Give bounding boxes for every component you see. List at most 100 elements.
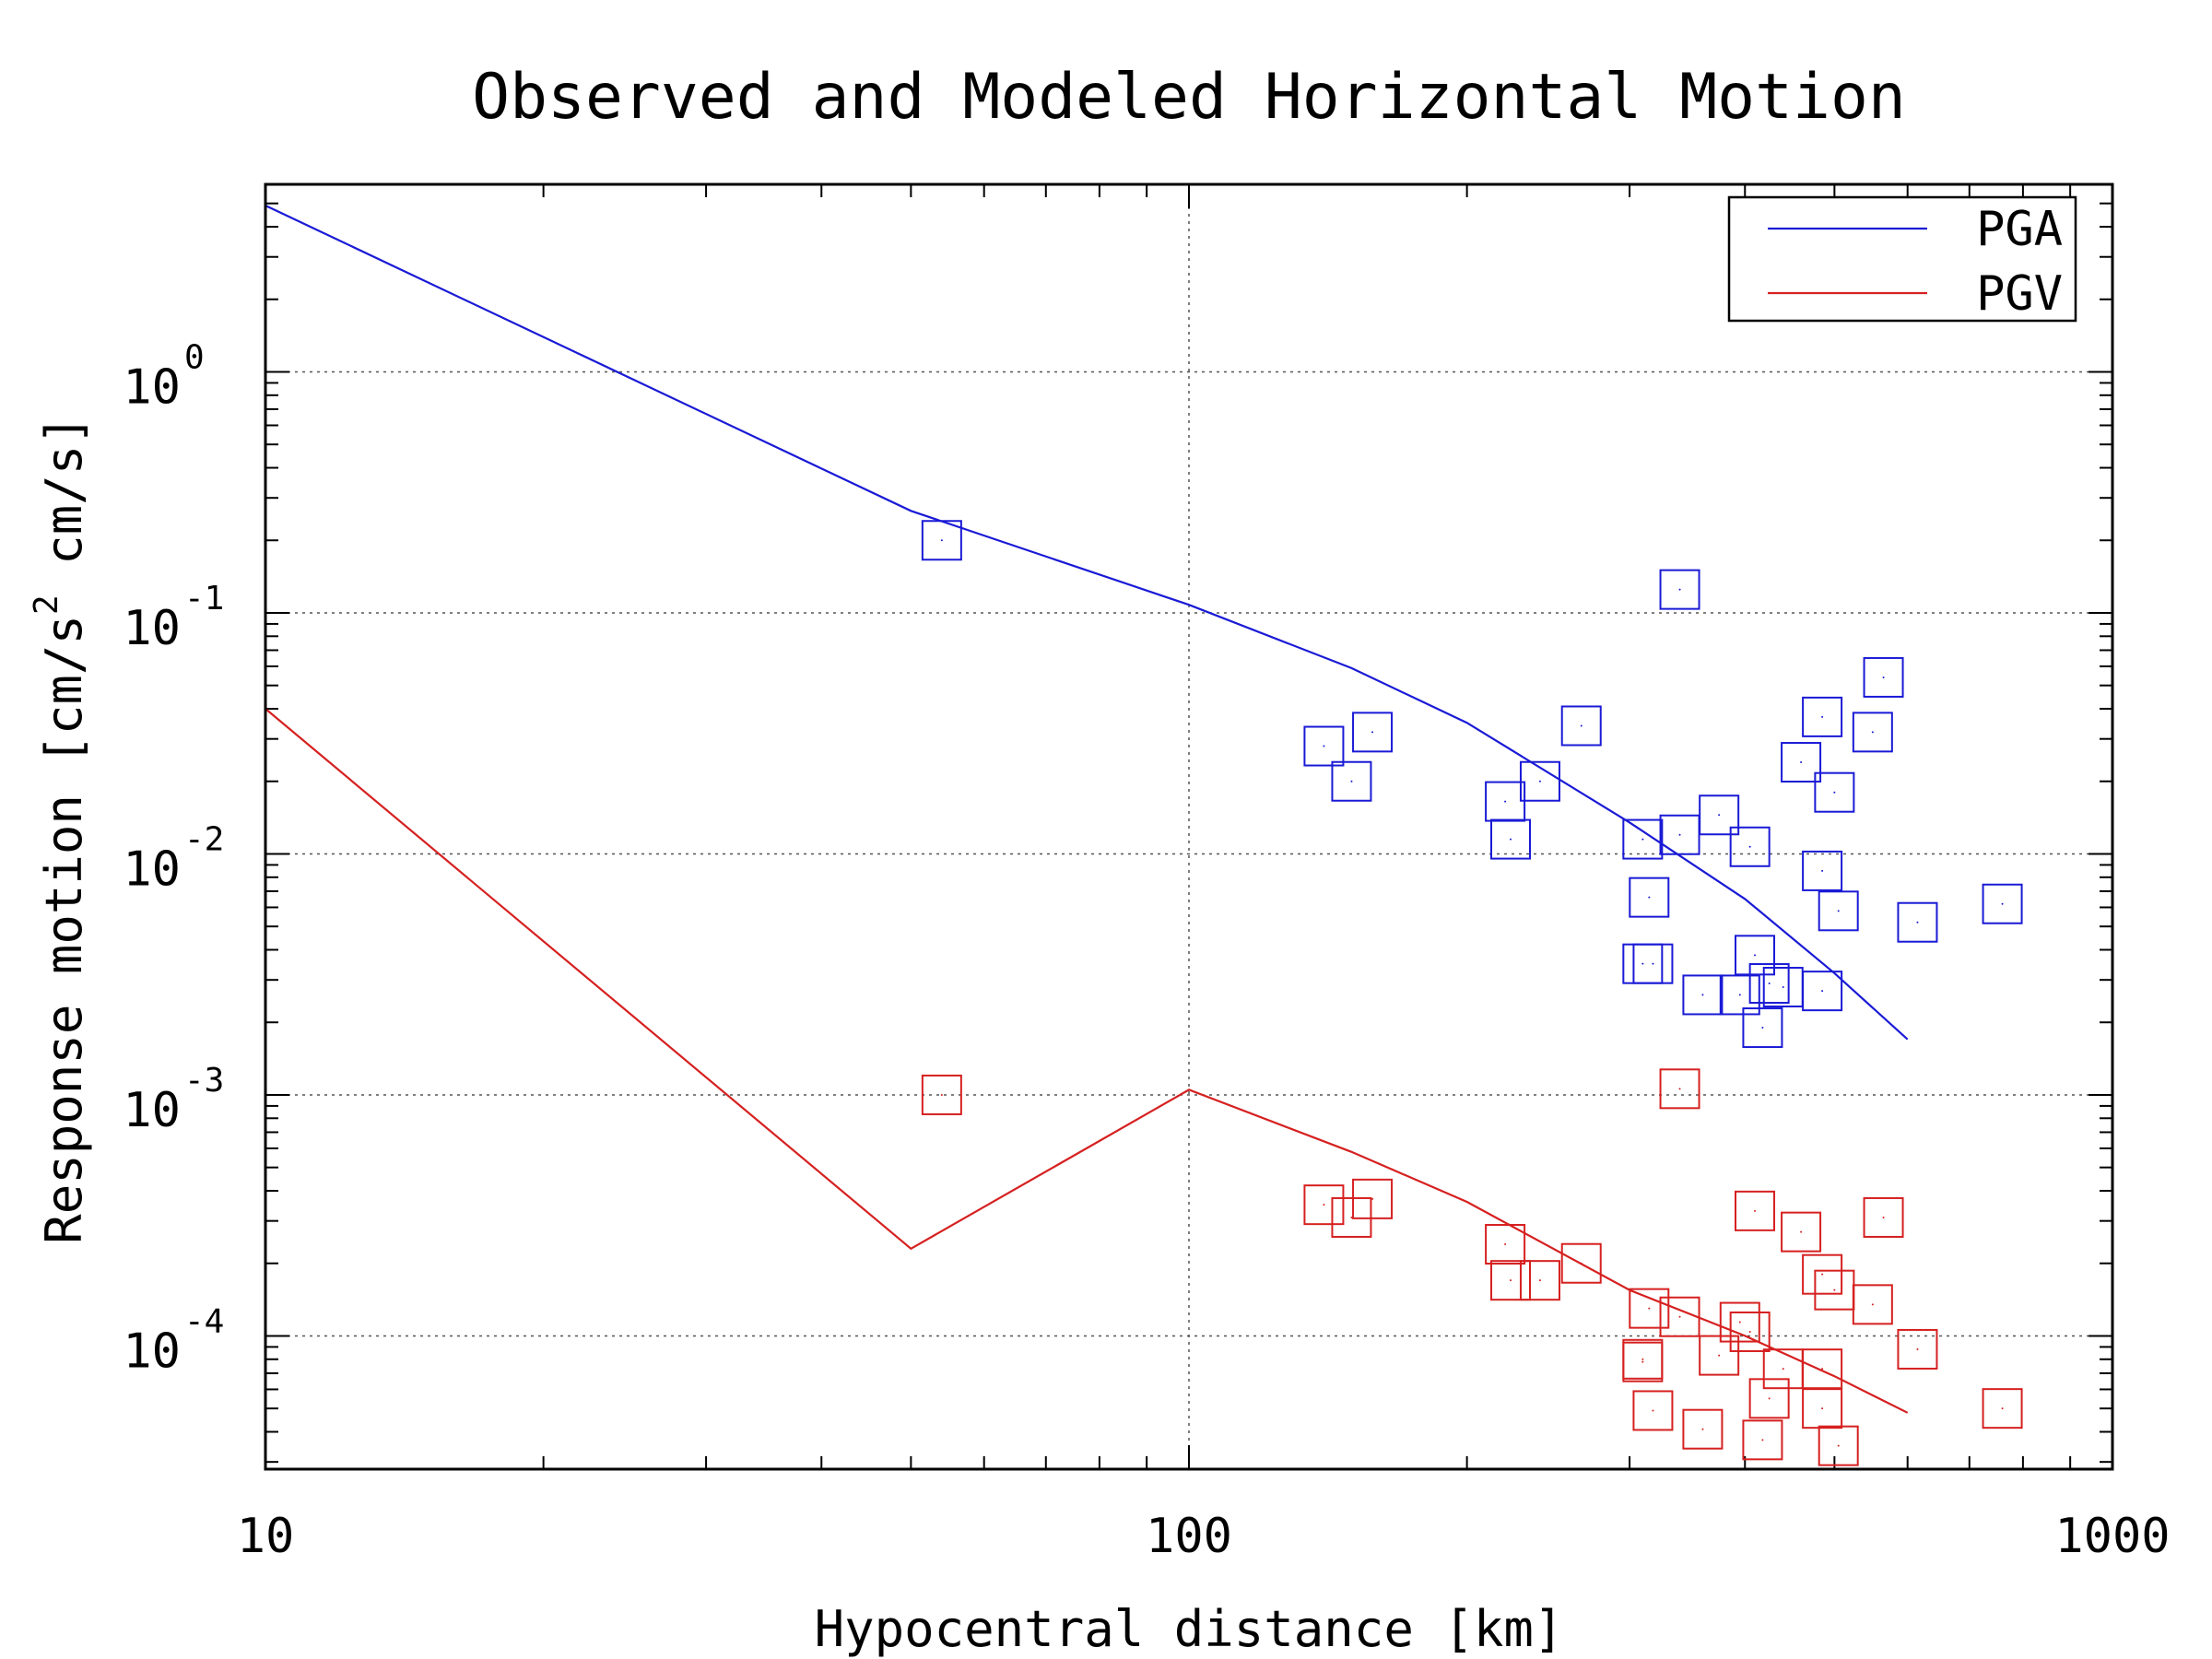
marker-center-pga — [2001, 902, 2004, 905]
marker-pgv — [1659, 1296, 1700, 1337]
marker-pga — [1742, 1007, 1783, 1049]
model-line-pgv — [265, 708, 1909, 1414]
y-axis-label-prefix: Response motion [cm/s — [35, 615, 93, 1244]
marker-center-pga — [1678, 833, 1681, 836]
marker-center-pga — [940, 539, 943, 542]
marker-center-pgv — [1754, 1209, 1757, 1212]
marker-center-pga — [1323, 745, 1325, 747]
marker-pga — [1519, 760, 1560, 802]
marker-center-pgv — [1678, 1315, 1681, 1318]
marker-center-pga — [1648, 896, 1651, 899]
marker-center-pgv — [1738, 1321, 1741, 1324]
marker-center-pgv — [1800, 1230, 1803, 1233]
marker-pga — [1982, 883, 2023, 924]
marker-center-pgv — [940, 1093, 943, 1096]
x-tick-label: 1000 — [2054, 1509, 2170, 1564]
model-line-pga — [265, 205, 1909, 1041]
marker-pga — [1735, 935, 1776, 976]
chart-title: Observed and Modeled Horizontal Motion — [472, 61, 1906, 134]
marker-pgv — [1659, 1068, 1700, 1110]
marker-center-pgv — [1323, 1204, 1325, 1206]
marker-center-pgv — [1821, 1368, 1824, 1371]
marker-center-pga — [1821, 990, 1824, 993]
marker-center-pgv — [1350, 1216, 1353, 1218]
y-tick-label-base: 10 — [123, 359, 181, 415]
y-tick-label-exponent: -3 — [184, 1062, 224, 1100]
marker-pga — [1682, 974, 1724, 1016]
marker-pgv — [1852, 1284, 1893, 1325]
marker-center-pga — [1837, 910, 1840, 912]
y-tick-label-base: 10 — [123, 841, 181, 897]
marker-center-pga — [1510, 838, 1512, 841]
x-axis-label: Hypocentral distance [km] — [815, 1600, 1564, 1658]
marker-pgv — [1729, 1311, 1771, 1352]
marker-pgv — [1485, 1224, 1526, 1265]
y-tick-label-base: 10 — [123, 1083, 181, 1138]
marker-pga — [1814, 771, 1855, 813]
marker-pgv — [1742, 1419, 1783, 1461]
grid — [265, 184, 2112, 1469]
marker-pgv — [1897, 1328, 1938, 1370]
marker-pga — [1303, 725, 1345, 767]
marker-pgv — [1560, 1242, 1602, 1284]
marker-pga — [1699, 794, 1740, 836]
marker-pga — [1748, 963, 1790, 1005]
y-tick-label-base: 10 — [123, 601, 181, 656]
marker-center-pgv — [1648, 1307, 1651, 1310]
legend: PGA PGV — [1727, 195, 2077, 323]
marker-center-pgv — [1768, 1397, 1771, 1400]
marker-pgv — [1622, 1341, 1664, 1382]
marker-center-pga — [1580, 724, 1583, 727]
marker-pga — [1729, 826, 1771, 867]
marker-center-pga — [1350, 780, 1353, 782]
marker-center-pga — [1833, 791, 1836, 794]
marker-pga — [1818, 890, 1859, 932]
marker-center-pga — [1718, 814, 1721, 817]
marker-center-pgv — [1718, 1354, 1721, 1357]
y-tick-label-exponent: 0 — [184, 338, 205, 376]
legend-label-pga: PGA — [1976, 202, 2063, 257]
y-axis-label-superscript: 2 — [28, 594, 65, 615]
marker-pga — [1622, 818, 1664, 860]
marker-pga — [1802, 850, 1843, 891]
marker-center-pga — [1800, 761, 1803, 764]
marker-center-pga — [1882, 676, 1885, 678]
y-tick-label: 10-3 — [123, 1062, 224, 1138]
marker-pgv — [1629, 1288, 1670, 1329]
marker-center-pgv — [1580, 1262, 1583, 1265]
y-tick-label-exponent: -2 — [184, 820, 224, 858]
marker-pgv — [1519, 1260, 1560, 1301]
plot-frame — [264, 182, 2114, 1471]
marker-center-pgv — [1821, 1407, 1824, 1410]
marker-center-pgv — [1916, 1347, 1919, 1350]
marker-pgv — [1303, 1184, 1345, 1226]
y-axis-label: Response motion [cm/s2 cm/s] — [28, 415, 93, 1244]
x-tick-label: 10 — [237, 1509, 295, 1564]
marker-pgv — [1632, 1390, 1674, 1431]
marker-center-pgv — [1701, 1428, 1704, 1430]
marker-pga — [1863, 656, 1904, 698]
marker-pgv — [1735, 1190, 1776, 1231]
marker-center-pgv — [1871, 1303, 1874, 1306]
marker-center-pga — [1538, 780, 1541, 782]
marker-pgv — [1802, 1348, 1843, 1390]
marker-center-pga — [1782, 986, 1784, 989]
marker-center-pga — [1701, 994, 1704, 996]
marker-center-pgv — [1504, 1243, 1507, 1246]
marker-center-pga — [1748, 845, 1751, 848]
marker-center-pgv — [1371, 1197, 1374, 1200]
marker-pgv — [1818, 1425, 1859, 1466]
marker-pga — [1781, 742, 1822, 783]
marker-pgv — [921, 1074, 962, 1115]
marker-center-pgv — [1748, 1330, 1751, 1333]
observed-markers — [921, 520, 2023, 1466]
marker-pga — [1632, 943, 1674, 984]
marker-center-pgv — [1678, 1088, 1681, 1090]
marker-pgv — [1982, 1388, 2023, 1430]
marker-center-pga — [1761, 1027, 1764, 1030]
marker-center-pgv — [1641, 1360, 1644, 1363]
marker-center-pgv — [1782, 1368, 1784, 1371]
marker-pgv — [1781, 1211, 1822, 1253]
